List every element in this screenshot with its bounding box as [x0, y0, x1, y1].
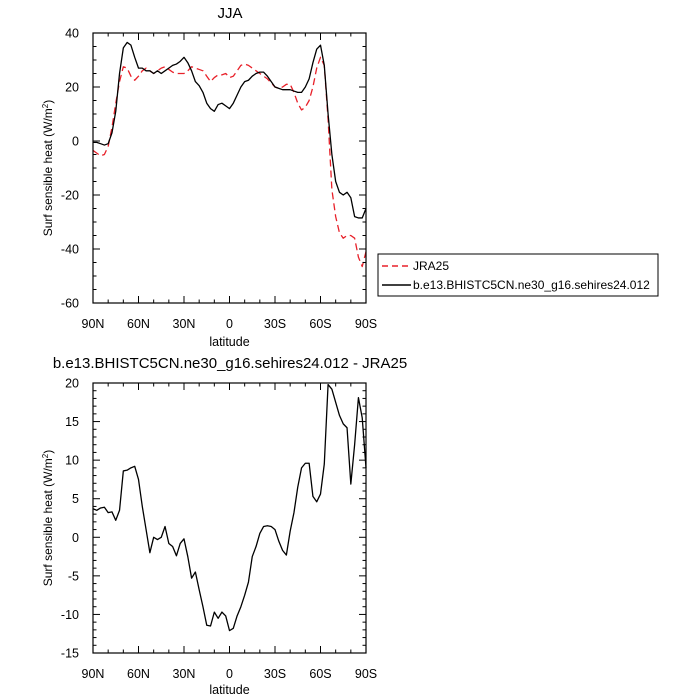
x-tick-label: 30S: [264, 317, 286, 331]
series-line-jra25: [92, 56, 367, 268]
y-tick-label: -20: [61, 189, 79, 203]
y-tick-label: 0: [72, 135, 79, 149]
x-tick-label: 90S: [355, 667, 377, 681]
y-tick-label: 40: [65, 27, 79, 41]
x-tick-label: 60N: [127, 317, 150, 331]
x-tick-label: 30N: [173, 317, 196, 331]
y-tick-label: -60: [61, 297, 79, 311]
y-tick-label: -15: [61, 647, 79, 661]
x-tick-label: 60S: [309, 667, 331, 681]
x-tick-label: 0: [226, 317, 233, 331]
y-tick-label: 15: [65, 415, 79, 429]
y-tick-labels: 20 15 10 5 0 -5 -10 -15: [61, 377, 79, 661]
chart-title: JJA: [217, 5, 242, 22]
x-tick-labels: 90N 60N 30N 0 30S 60S 90S: [82, 667, 378, 681]
series-lines: [92, 383, 367, 632]
chart-title: b.e13.BHISTC5CN.ne30_g16.sehires24.012 -…: [53, 355, 407, 372]
y-axis-label-sup: 2: [41, 453, 50, 458]
y-tick-labels: 40 20 0 -20 -40 -60: [61, 27, 79, 311]
y-tick-label: 10: [65, 454, 79, 468]
x-tick-label: 60S: [309, 317, 331, 331]
x-tick-label: 0: [226, 667, 233, 681]
y-axis-label: Surf sensible heat (W/m2): [41, 450, 56, 587]
axis-ticks: [92, 382, 367, 654]
panel-top-jja: JJA 90N 60N 30N 0 30S 60S 90S 40 20 0 -20 -40 -60 l…: [41, 5, 659, 349]
y-axis-label-close: ): [41, 100, 55, 104]
x-tick-label: 90N: [82, 317, 105, 331]
y-tick-label: 5: [72, 492, 79, 506]
y-tick-label: 0: [72, 531, 79, 545]
x-tick-label: 90N: [82, 667, 105, 681]
legend-box: [377, 253, 659, 297]
y-tick-label: 20: [65, 81, 79, 95]
plot-frame: [92, 32, 367, 304]
x-tick-label: 60N: [127, 667, 150, 681]
y-tick-label: 20: [65, 377, 79, 391]
y-tick-label: -5: [68, 569, 79, 583]
x-tick-labels: 90N 60N 30N 0 30S 60S 90S: [82, 317, 378, 331]
legend: JRA25 b.e13.BHISTC5CN.ne30_g16.sehires24…: [377, 253, 659, 297]
legend-label-jra25: JRA25: [413, 259, 449, 273]
y-axis-label: Surf sensible heat (W/m2): [41, 100, 56, 237]
series-line-b-e13-bhistc5cn-ne30-g16-sehires24-012: [93, 41, 367, 219]
y-axis-label-text: Surf sensible heat (W/m: [41, 108, 55, 236]
x-axis-label: latitude: [209, 335, 249, 349]
y-axis-label-sup: 2: [41, 103, 50, 108]
y-tick-label: -10: [61, 608, 79, 622]
y-tick-label: -40: [61, 243, 79, 257]
x-tick-label: 30N: [173, 667, 196, 681]
plot-frame: [92, 382, 367, 654]
x-axis-label: latitude: [209, 683, 249, 697]
legend-label-model: b.e13.BHISTC5CN.ne30_g16.sehires24.012: [413, 278, 650, 292]
panel-bottom-difference: b.e13.BHISTC5CN.ne30_g16.sehires24.012 -…: [41, 355, 408, 697]
series-line-difference: [92, 383, 367, 632]
series-lines: [92, 41, 367, 268]
y-axis-label-close: ): [41, 450, 55, 454]
y-axis-label-text: Surf sensible heat (W/m: [41, 458, 55, 586]
x-tick-label: 30S: [264, 667, 286, 681]
x-tick-label: 90S: [355, 317, 377, 331]
